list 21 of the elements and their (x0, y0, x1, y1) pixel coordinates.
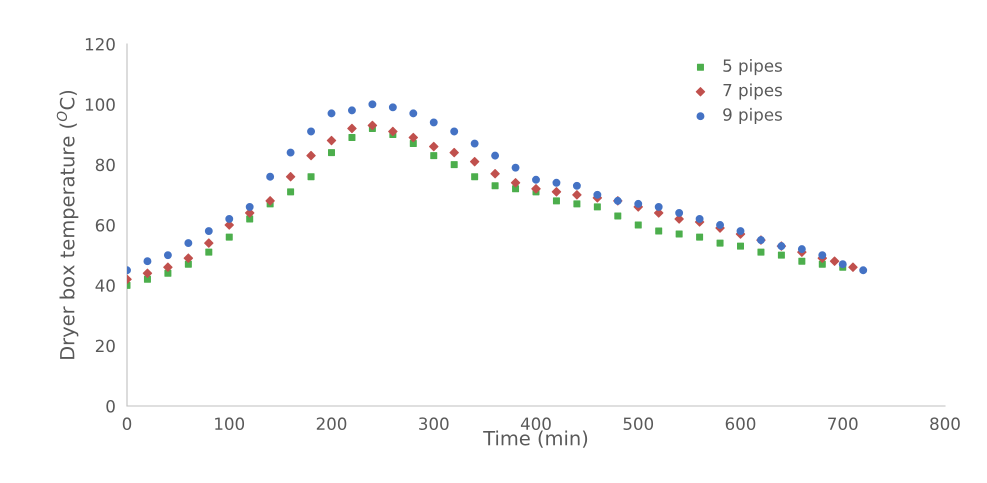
y-tick-label: 120 (86, 38, 115, 51)
x-axis-title: Time (min) (483, 430, 588, 448)
y-axis-title: Dryer box temperature ($^{O}$C) (56, 90, 78, 359)
x-tick-label: 500 (624, 417, 654, 430)
x-tick-label: 700 (828, 417, 858, 430)
x-tick-label: 800 (930, 417, 960, 430)
legend-label: 5 pipes (723, 59, 782, 76)
y-tick-label: 0 (106, 400, 115, 413)
legend-label: 9 pipes (723, 108, 782, 124)
x-tick-label: 400 (520, 417, 551, 430)
x-tick-label: 0 (122, 417, 132, 430)
y-tick-label: 80 (96, 158, 115, 172)
y-tick-label: 100 (86, 98, 115, 111)
y-tick-label: 40 (95, 279, 115, 292)
x-tick-label: 200 (316, 417, 346, 430)
y-tick-label: 60 (96, 218, 115, 232)
x-tick-label: 600 (726, 417, 756, 430)
x-tick-label: 300 (419, 417, 449, 430)
y-tick-label: 20 (96, 340, 115, 352)
x-tick-label: 100 (215, 417, 244, 430)
legend-label: 7 pipes (723, 83, 782, 100)
